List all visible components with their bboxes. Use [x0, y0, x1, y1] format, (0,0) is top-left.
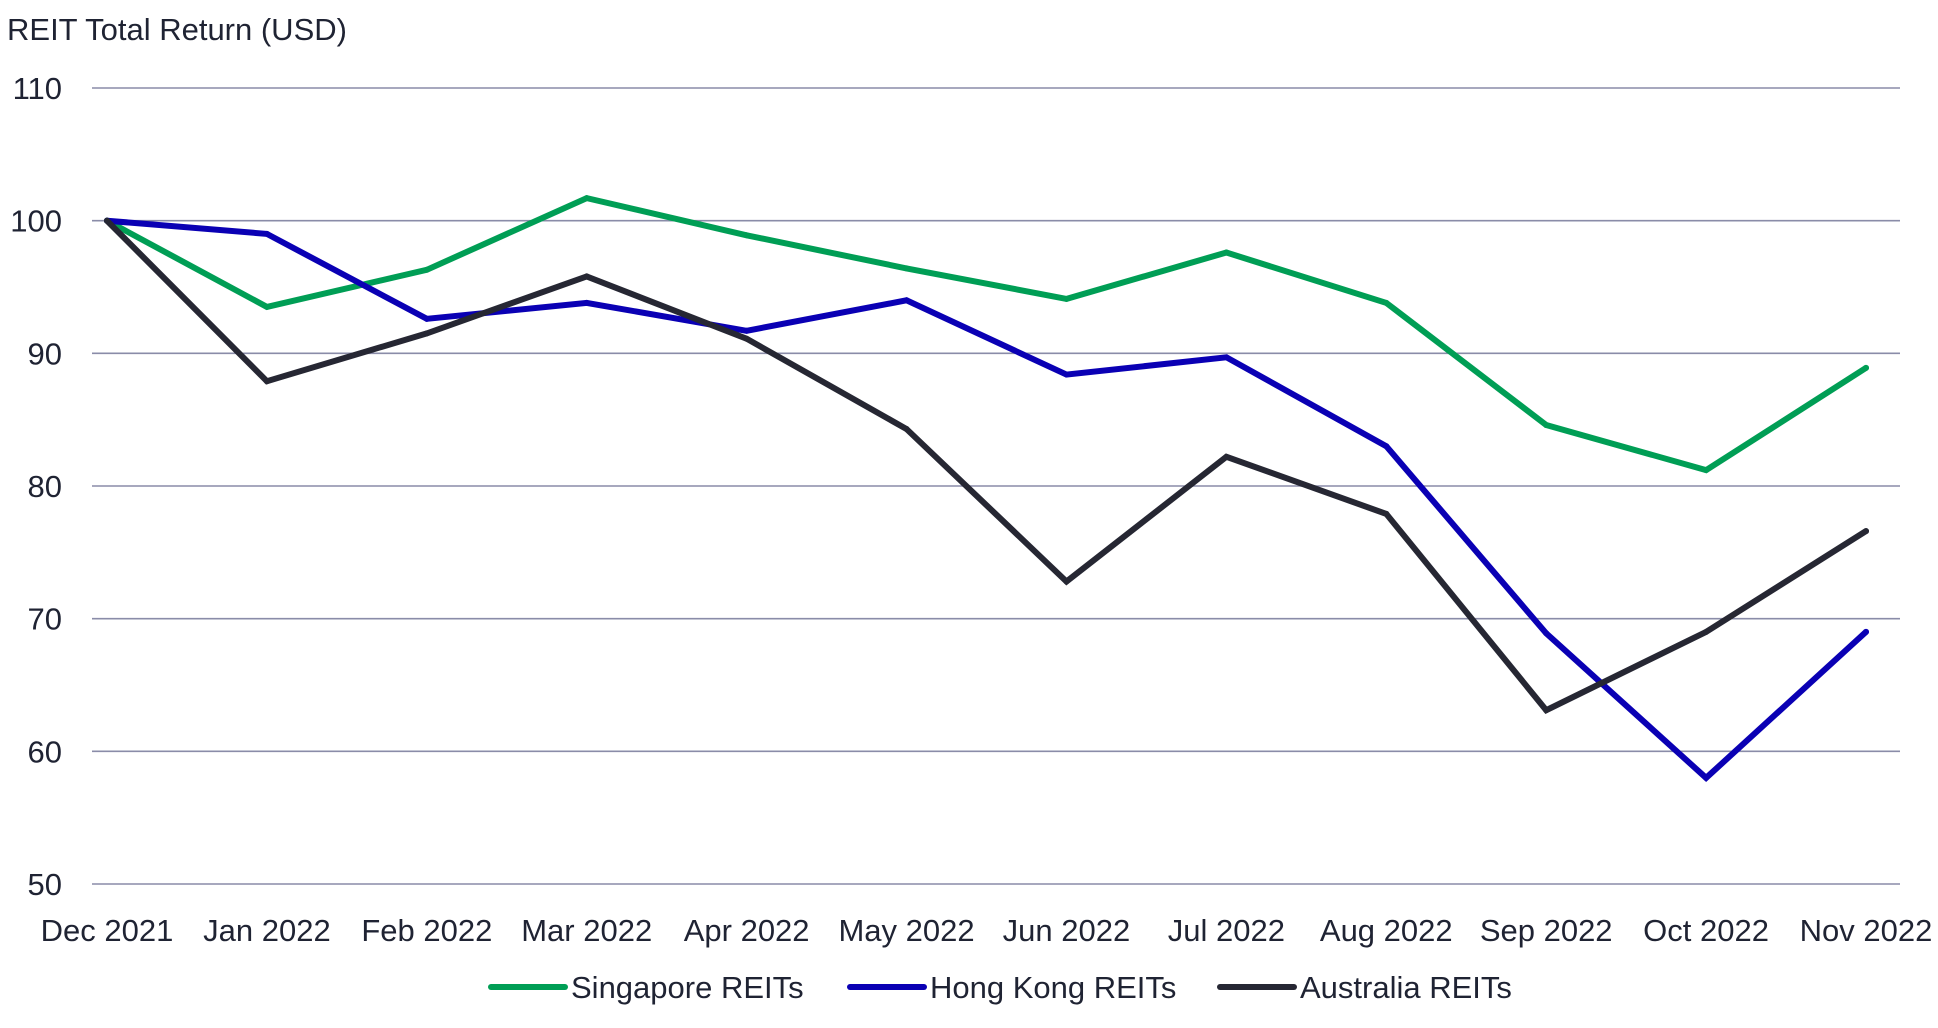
- series-line-australia-reits: [104, 217, 1869, 714]
- x-tick-label: Oct 2022: [1643, 913, 1769, 948]
- x-tick-label: Jul 2022: [1168, 913, 1285, 948]
- data-point: [1863, 528, 1869, 535]
- x-tick-label: May 2022: [838, 913, 974, 948]
- y-tick-label: 110: [13, 71, 62, 106]
- data-point: [743, 232, 750, 239]
- y-tick-label: 90: [28, 336, 62, 371]
- data-point: [743, 335, 750, 342]
- data-point: [1703, 774, 1710, 781]
- series-line-singapore-reits: [104, 194, 1869, 474]
- x-tick-label: Dec 2021: [41, 913, 174, 948]
- data-point: [104, 217, 110, 224]
- x-tick-label: Nov 2022: [1800, 913, 1933, 948]
- data-point: [1383, 443, 1390, 450]
- data-point: [903, 425, 910, 432]
- x-tick-label: Sep 2022: [1480, 913, 1613, 948]
- legend: Singapore REITs Hong Kong REITs Australia …: [488, 970, 1512, 1005]
- data-point: [1543, 630, 1550, 637]
- data-point: [423, 315, 430, 322]
- series-line-hong-kong-reits: [104, 217, 1869, 782]
- data-point: [1063, 371, 1070, 378]
- data-point: [1703, 628, 1710, 635]
- data-point: [263, 303, 270, 310]
- data-point: [1223, 354, 1230, 361]
- data-point: [743, 327, 750, 334]
- chart-title: REIT Total Return (USD): [7, 12, 347, 47]
- x-tick-label: Aug 2022: [1320, 913, 1453, 948]
- data-point: [1863, 628, 1869, 635]
- y-tick-label: 50: [28, 867, 62, 902]
- legend-label: Singapore REITs: [571, 970, 804, 1005]
- data-point: [1063, 578, 1070, 585]
- y-tick-label: 70: [28, 602, 62, 637]
- data-point: [1063, 295, 1070, 302]
- legend-label: Hong Kong REITs: [930, 970, 1176, 1005]
- data-point: [1543, 421, 1550, 428]
- x-axis-ticks: Dec 2021 Jan 2022 Feb 2022 Mar 2022 Apr 2022…: [41, 913, 1933, 948]
- data-point: [1703, 467, 1710, 474]
- data-point: [903, 265, 910, 272]
- y-tick-label: 60: [28, 734, 62, 769]
- data-point: [1223, 453, 1230, 460]
- data-point: [1383, 510, 1390, 517]
- data-point: [263, 378, 270, 385]
- y-axis-ticks: 50 60 70 80 90 100 110: [10, 71, 62, 902]
- y-tick-label: 100: [10, 204, 62, 239]
- series-lines: [104, 194, 1869, 782]
- data-point: [583, 195, 590, 202]
- x-tick-label: Apr 2022: [684, 913, 810, 948]
- x-tick-label: Jun 2022: [1003, 913, 1131, 948]
- legend-item: Singapore REITs: [488, 970, 804, 1005]
- legend-item: Hong Kong REITs: [847, 970, 1176, 1005]
- data-point: [583, 299, 590, 306]
- x-tick-label: Feb 2022: [361, 913, 492, 948]
- legend-item: Australia REITs: [1217, 970, 1512, 1005]
- data-point: [1223, 249, 1230, 256]
- data-point: [423, 330, 430, 337]
- y-tick-label: 80: [28, 469, 62, 504]
- data-point: [1863, 364, 1869, 371]
- gridlines: [92, 87, 1900, 885]
- data-point: [903, 297, 910, 304]
- data-point: [1543, 707, 1550, 714]
- data-point: [263, 230, 270, 237]
- data-point: [583, 273, 590, 280]
- data-point: [1383, 299, 1390, 306]
- legend-label: Australia REITs: [1300, 970, 1512, 1005]
- x-tick-label: Mar 2022: [521, 913, 652, 948]
- x-tick-label: Jan 2022: [203, 913, 331, 948]
- data-point: [423, 266, 430, 273]
